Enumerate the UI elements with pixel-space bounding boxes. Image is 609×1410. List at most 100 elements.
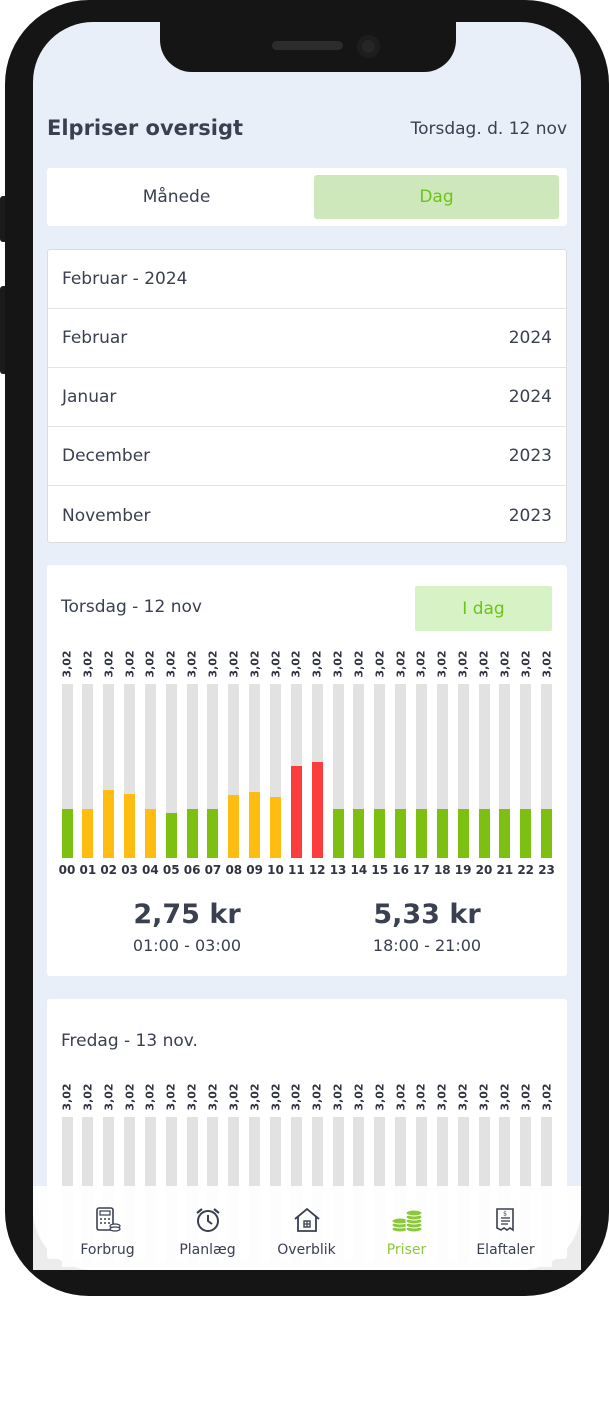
tab-label: Priser	[386, 1242, 427, 1258]
month-option[interactable]: November 2023	[48, 486, 566, 545]
month-tab[interactable]: Månede	[142, 187, 211, 207]
svg-text:$: $	[503, 1211, 507, 1218]
price-bar	[249, 684, 261, 858]
price-bar	[457, 684, 469, 858]
price-label-text: 3,02	[519, 1083, 533, 1111]
price-bar	[541, 684, 553, 858]
price-label: 3,02	[370, 647, 390, 681]
hour-label: 22	[517, 863, 535, 877]
price-label-text: 3,02	[310, 1083, 324, 1111]
price-bar	[332, 684, 344, 858]
highest-price-stat: 5,33 kr 18:00 - 21:00	[327, 899, 527, 955]
hour-label: 08	[225, 863, 243, 877]
tab-label: Overblik	[277, 1242, 336, 1258]
price-bar	[436, 684, 448, 858]
price-label-text: 3,02	[102, 1083, 116, 1111]
price-label: 3,02	[57, 1080, 77, 1114]
tab-planlaeg[interactable]: Planlæg	[155, 1186, 260, 1270]
tab-overblik[interactable]: Overblik	[254, 1186, 359, 1270]
price-bar	[270, 684, 281, 858]
day-tab[interactable]: Dag	[314, 175, 559, 219]
price-label-text: 3,02	[227, 650, 241, 678]
month-option-year: 2024	[508, 328, 552, 348]
price-label: 3,02	[349, 647, 369, 681]
volume-button	[0, 286, 8, 374]
hour-label: 13	[329, 863, 347, 877]
price-bar-fill	[249, 792, 261, 858]
alarm-clock-icon	[195, 1208, 220, 1232]
tab-priser[interactable]: Priser	[354, 1186, 459, 1270]
price-label: 3,02	[203, 647, 223, 681]
price-bar-fill	[457, 809, 469, 858]
hour-label: 16	[392, 863, 409, 877]
price-bar	[395, 684, 407, 858]
lowest-price-value: 2,75 kr	[133, 899, 241, 930]
month-dropdown[interactable]: Februar - 2024 Februar 2024 Januar 2024 …	[47, 249, 567, 543]
day-title: Torsdag - 12 nov	[61, 597, 202, 617]
price-label: 3,02	[78, 647, 98, 681]
price-label: 3,02	[161, 647, 181, 681]
price-bar	[478, 684, 490, 858]
month-option[interactable]: December 2023	[48, 427, 566, 486]
price-bar	[165, 684, 177, 858]
price-bar-fill	[103, 790, 115, 858]
bottom-tab-bar: Forbrug Planlæg Overblik	[33, 1186, 581, 1270]
hour-label: 15	[371, 863, 389, 877]
price-bar	[311, 684, 323, 858]
price-label: 3,02	[411, 1080, 431, 1114]
lowest-price-range: 01:00 - 03:00	[132, 936, 242, 955]
price-label-text: 3,02	[269, 650, 282, 678]
month-option[interactable]: Februar 2024	[48, 309, 566, 368]
price-label-text: 3,02	[331, 650, 345, 678]
hour-label: 23	[538, 863, 555, 877]
price-label-text: 3,02	[185, 1083, 199, 1111]
price-label-text: 3,02	[269, 1083, 282, 1111]
price-label-text: 3,02	[477, 1083, 491, 1111]
price-label-text: 3,02	[123, 650, 137, 678]
price-bar-fill	[541, 809, 553, 858]
month-dropdown-selected[interactable]: Februar - 2024	[48, 250, 566, 309]
price-label: 3,02	[99, 1080, 119, 1114]
price-label: 3,02	[495, 647, 515, 681]
tab-elaftaler[interactable]: $ Elaftaler	[453, 1186, 558, 1270]
tab-forbrug[interactable]: Forbrug	[55, 1186, 160, 1270]
month-option[interactable]: Januar 2024	[48, 368, 566, 427]
hour-label: 01	[79, 863, 97, 877]
price-label-text: 3,02	[123, 1083, 137, 1111]
price-bar-fill	[499, 809, 511, 858]
lowest-price-stat: 2,75 kr 01:00 - 03:00	[87, 899, 287, 955]
price-label: 3,02	[537, 647, 557, 681]
price-label-text: 3,02	[310, 650, 324, 678]
price-label: 3,02	[432, 647, 452, 681]
price-label-text: 3,02	[394, 1083, 408, 1111]
hour-label: 06	[183, 863, 201, 877]
price-bar-fill	[353, 809, 365, 858]
price-label-text: 3,02	[519, 650, 533, 678]
price-bar-fill	[290, 766, 302, 858]
price-label-text: 3,02	[227, 1083, 241, 1111]
price-label: 3,02	[432, 1080, 452, 1114]
price-label-text: 3,02	[540, 650, 554, 678]
price-label-text: 3,02	[185, 650, 199, 678]
price-bar	[353, 684, 365, 858]
hour-label: 14	[350, 863, 368, 877]
price-label-text: 3,02	[394, 650, 408, 678]
hour-label: 11	[287, 863, 305, 877]
price-bar	[499, 684, 511, 858]
speaker	[272, 41, 343, 50]
price-label-text: 3,02	[352, 650, 366, 678]
price-label: 3,02	[537, 1080, 557, 1114]
phone-frame: Elpriser oversigt Torsdag. d. 12 nov Mån…	[0, 0, 609, 1296]
today-button[interactable]: I dag	[415, 586, 552, 631]
highest-price-range: 18:00 - 21:00	[372, 936, 482, 955]
hour-label: 05	[162, 863, 180, 877]
price-label-text: 3,02	[60, 1083, 74, 1111]
price-label-text: 3,02	[435, 650, 449, 678]
hour-label: 03	[121, 863, 138, 877]
period-segmented-control: Månede Dag	[47, 168, 567, 226]
price-bar-fill	[436, 809, 448, 858]
price-label-text: 3,02	[289, 1083, 303, 1111]
price-label-text: 3,02	[248, 1083, 262, 1111]
price-label: 3,02	[224, 1080, 244, 1114]
price-bar	[124, 684, 136, 858]
